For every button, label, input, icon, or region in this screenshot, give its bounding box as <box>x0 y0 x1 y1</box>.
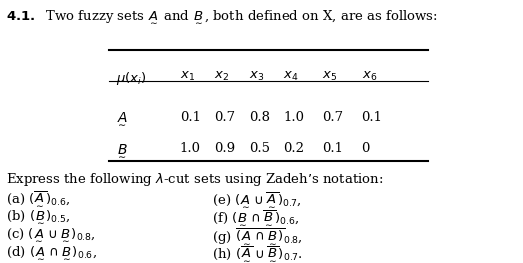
Text: 1.0: 1.0 <box>283 111 304 124</box>
Text: (e) $(\underset{\sim}{A}\cup\overline{\underset{\sim}{A}})_{0.7}$,: (e) $(\underset{\sim}{A}\cup\overline{\u… <box>212 190 302 209</box>
Text: Express the following $\lambda$-cut sets using Zadeh’s notation:: Express the following $\lambda$-cut sets… <box>6 171 383 188</box>
Text: 0.1: 0.1 <box>322 142 343 155</box>
Text: 0.1: 0.1 <box>180 111 201 124</box>
Text: $x_6$: $x_6$ <box>361 69 377 83</box>
Text: $x_1$: $x_1$ <box>180 69 195 83</box>
Text: 0.9: 0.9 <box>214 142 235 155</box>
Text: 0: 0 <box>361 142 370 155</box>
Text: 0.5: 0.5 <box>248 142 270 155</box>
Text: 0.7: 0.7 <box>322 111 344 124</box>
Text: (h) $(\overline{\underset{\sim}{A}}\cup\overline{\underset{\sim}{B}})_{0.7}$.: (h) $(\overline{\underset{\sim}{A}}\cup\… <box>212 245 302 263</box>
Text: (f) $(\underset{\sim}{B}\cap\overline{\underset{\sim}{B}})_{0.6}$,: (f) $(\underset{\sim}{B}\cap\overline{\u… <box>212 209 299 227</box>
Text: $\underset{\sim}{A}$: $\underset{\sim}{A}$ <box>116 111 128 127</box>
Text: $x_2$: $x_2$ <box>214 69 230 83</box>
Text: (d) $(\underset{\sim}{A}\cap\underset{\sim}{B})_{0.6}$,: (d) $(\underset{\sim}{A}\cap\underset{\s… <box>6 245 97 261</box>
Text: (b) $(\underset{\sim}{B})_{0.5}$,: (b) $(\underset{\sim}{B})_{0.5}$, <box>6 209 71 225</box>
Text: (g) $\overline{(\underset{\sim}{A}\cap\underset{\sim}{B})}_{0.8}$,: (g) $\overline{(\underset{\sim}{A}\cap\u… <box>212 226 303 246</box>
Text: $\underset{\sim}{B}$: $\underset{\sim}{B}$ <box>116 142 128 159</box>
Text: $x_3$: $x_3$ <box>248 69 264 83</box>
Text: $x_4$: $x_4$ <box>283 69 299 83</box>
Text: (c) $(\underset{\sim}{A}\cup\underset{\sim}{B})_{0.8}$,: (c) $(\underset{\sim}{A}\cup\underset{\s… <box>6 226 95 243</box>
Text: (a) $(\overline{\underset{\sim}{A}})_{0.6}$,: (a) $(\overline{\underset{\sim}{A}})_{0.… <box>6 190 70 208</box>
Text: $\mathbf{4.1.}$  Two fuzzy sets $\underset{\sim}{A}$ and $\underset{\sim}{B}$, b: $\mathbf{4.1.}$ Two fuzzy sets $\underse… <box>6 8 438 24</box>
Text: 0.8: 0.8 <box>248 111 270 124</box>
Text: 0.1: 0.1 <box>361 111 382 124</box>
Text: $x_5$: $x_5$ <box>322 69 337 83</box>
Text: $\mu(x_i)$: $\mu(x_i)$ <box>116 69 146 87</box>
Text: 1.0: 1.0 <box>180 142 201 155</box>
Text: 0.7: 0.7 <box>214 111 235 124</box>
Text: 0.2: 0.2 <box>283 142 304 155</box>
